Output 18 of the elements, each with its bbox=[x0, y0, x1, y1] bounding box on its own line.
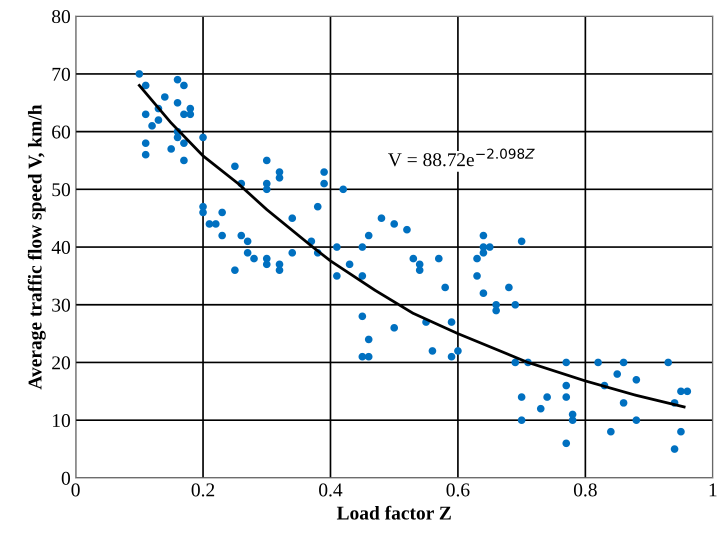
x-tick-label: 0 bbox=[71, 483, 80, 496]
x-tick-label: 0.2 bbox=[192, 483, 214, 497]
annotation: V = 88.72e$^{−2.098Z}$ bbox=[388, 148, 535, 166]
y-tick-label: 20 bbox=[52, 356, 70, 370]
y-tick-label: 40 bbox=[52, 240, 70, 254]
y-tick-label: 50 bbox=[52, 183, 70, 196]
x-tick-label: 0.6 bbox=[446, 483, 470, 497]
x-tick-label: 0.8 bbox=[574, 483, 597, 497]
y-tick-label: 30 bbox=[52, 298, 70, 312]
x-tick-label: 1 bbox=[710, 483, 716, 496]
y-axis-title: Average traffic flow speed V, km/h bbox=[28, 104, 46, 390]
y-tick-label: 0 bbox=[62, 472, 70, 485]
y-tick-label: 80 bbox=[52, 10, 70, 24]
y-tick-label: 70 bbox=[52, 68, 70, 81]
x-axis-title: Load factor Z bbox=[336, 506, 451, 520]
y-tick-label: 10 bbox=[53, 414, 70, 428]
x-tick-label: 0.4 bbox=[319, 483, 342, 497]
y-tick-label: 60 bbox=[52, 125, 70, 139]
